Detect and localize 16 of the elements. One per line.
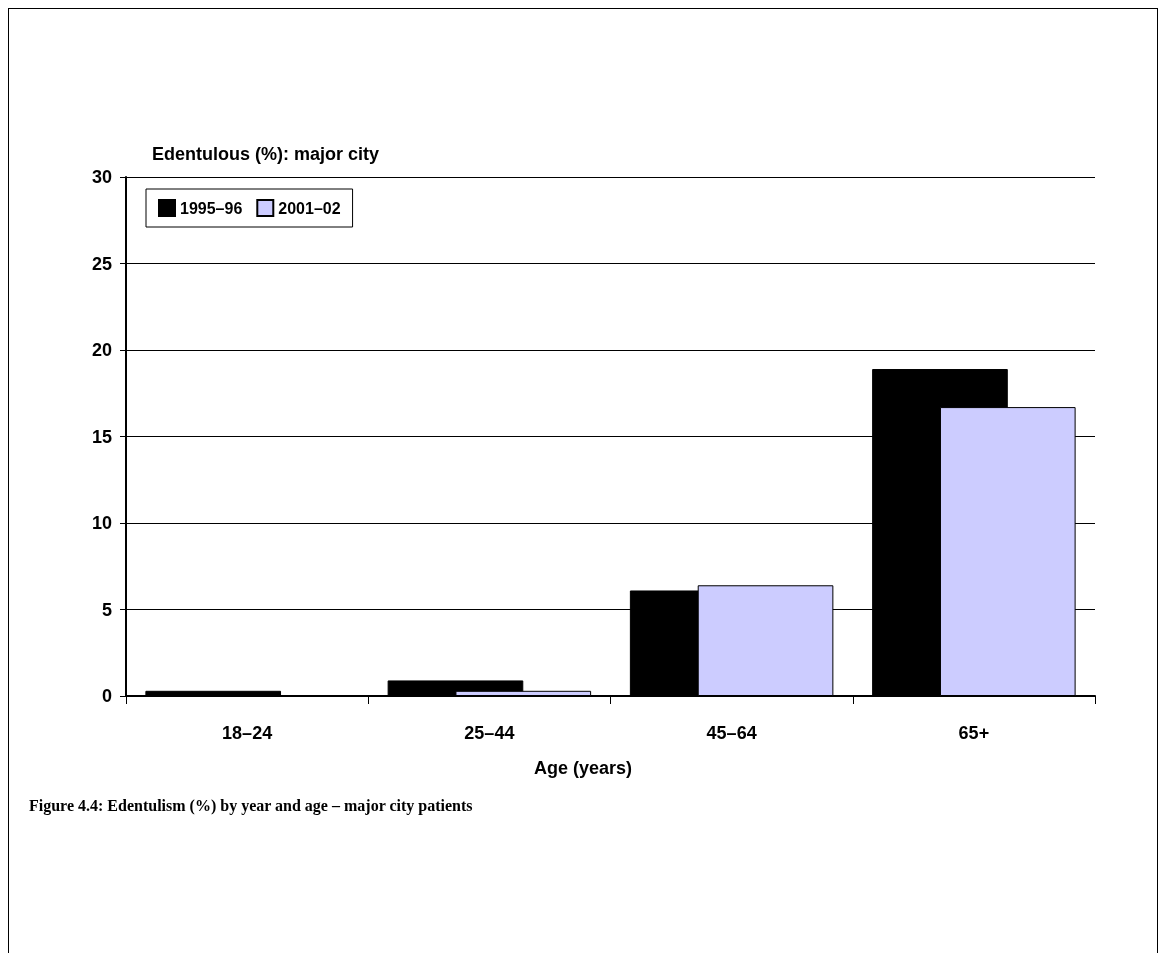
- y-tick-label: 5: [101, 599, 112, 620]
- caption: Figure 4.4: Edentulism (%) by year and age – major city patients: [29, 796, 473, 815]
- y-tick-label: 10: [91, 513, 112, 533]
- y-axis-title: Edentulous (%): major city: [152, 144, 380, 164]
- x-tick-label: 18–24: [222, 723, 273, 743]
- x-tick-label: 25–44: [464, 723, 515, 743]
- y-tick-label: 0: [101, 686, 112, 706]
- legend-label: 1995–96: [180, 199, 243, 217]
- x-axis-title: Age (years): [533, 758, 633, 778]
- y-tick-label: 30: [91, 167, 112, 187]
- y-tick-label: 25: [91, 253, 112, 274]
- y-tick-label: 15: [91, 426, 112, 447]
- x-tick-label: 65+: [958, 723, 990, 743]
- y-tick-label: 20: [91, 340, 112, 360]
- legend-label: 2001–02: [278, 199, 341, 217]
- x-tick-label: 45–64: [706, 723, 757, 743]
